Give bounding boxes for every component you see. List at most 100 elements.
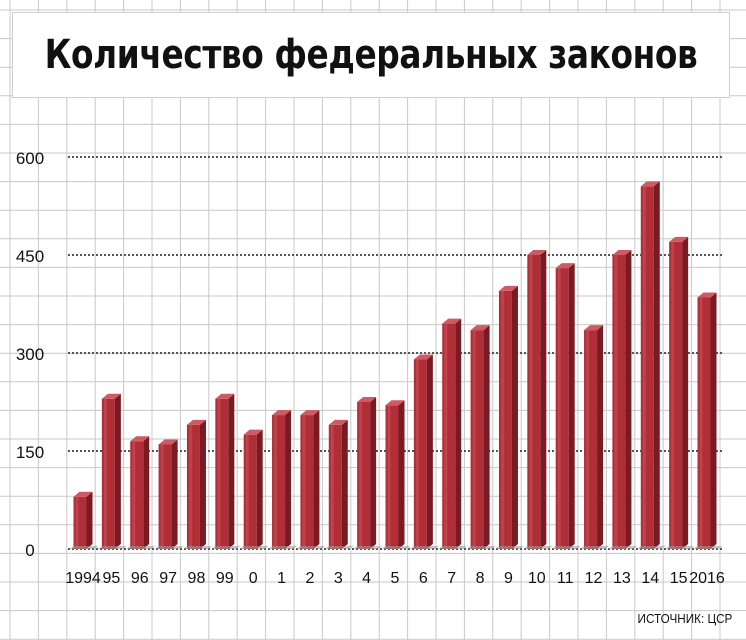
bar-side	[398, 400, 405, 549]
bar-base	[268, 546, 298, 549]
x-tick-label: 12	[585, 570, 603, 587]
y-tick-label: 150	[16, 443, 44, 462]
bar-side	[256, 429, 263, 549]
bar-top	[413, 354, 433, 360]
bar-highlight	[586, 330, 590, 549]
bar-top	[442, 318, 462, 324]
x-tick-label: 95	[102, 570, 120, 587]
bar-side	[568, 263, 575, 549]
bar-side	[483, 325, 490, 549]
bar-highlight	[245, 434, 249, 549]
bar-base	[580, 546, 610, 549]
bar-front	[697, 297, 711, 549]
bar-base	[239, 546, 269, 549]
bar-highlight	[387, 405, 391, 549]
bar-highlight	[671, 241, 675, 549]
bar-base	[353, 546, 383, 549]
bar-front	[300, 415, 314, 549]
x-tick-label: 7	[447, 570, 456, 587]
bar-highlight	[415, 359, 419, 549]
x-tick-label: 2	[305, 570, 314, 587]
bar	[580, 325, 610, 549]
bar-highlight	[557, 268, 561, 549]
x-tick-label: 3	[334, 570, 343, 587]
bar-front	[243, 434, 257, 549]
bar-front	[498, 290, 512, 549]
bar-highlight	[274, 415, 278, 549]
bar-base	[381, 546, 411, 549]
bar-side	[313, 410, 320, 549]
y-tick-label: 0	[25, 541, 34, 560]
bar-base	[126, 546, 156, 549]
x-tick-label: 10	[528, 570, 546, 587]
bar-top	[669, 236, 689, 242]
bars	[69, 181, 723, 549]
bar-base	[211, 546, 241, 549]
bar-base	[97, 546, 127, 549]
bar-top	[584, 325, 604, 331]
bar-base	[69, 546, 99, 549]
chart-title: Количество федеральных законов	[44, 32, 698, 78]
bar-top	[527, 250, 547, 255]
bar-front	[101, 398, 115, 549]
bar	[126, 436, 156, 549]
bar-front	[130, 441, 144, 549]
bar-highlight	[642, 186, 646, 549]
x-tick-label: 99	[216, 570, 234, 587]
bar-base	[296, 546, 326, 549]
bar-top	[158, 439, 178, 445]
x-tick-label: 2016	[689, 570, 725, 587]
bar-front	[442, 323, 456, 549]
bar-side	[540, 250, 547, 549]
bar-top	[186, 419, 206, 425]
bar-top	[328, 419, 348, 425]
bar-front	[612, 255, 626, 549]
bar	[182, 419, 212, 549]
bar-side	[171, 439, 178, 549]
bar-side	[370, 397, 377, 549]
bar-highlight	[500, 290, 504, 549]
bar-top	[101, 393, 121, 399]
bar-highlight	[302, 415, 306, 549]
bar-highlight	[132, 441, 136, 549]
bar-front	[272, 415, 286, 549]
bar-side	[341, 419, 348, 549]
bar-base	[551, 546, 581, 549]
x-tick-label: 9	[504, 570, 513, 587]
bar	[636, 181, 666, 549]
bar-base	[409, 546, 439, 549]
bar-front	[470, 330, 484, 549]
bar	[211, 393, 241, 549]
x-tick-label: 14	[641, 570, 659, 587]
bar-highlight	[217, 398, 221, 549]
source-note: ИСТОЧНИК: ЦСР	[637, 611, 732, 626]
bar-front	[215, 398, 229, 549]
bar	[494, 285, 524, 549]
x-tick-label: 15	[670, 570, 688, 587]
bar	[523, 250, 553, 549]
bar-top	[697, 292, 717, 298]
bar-front	[385, 405, 399, 549]
bar-front	[186, 424, 200, 549]
bar-side	[455, 318, 462, 549]
bar-top	[300, 410, 320, 416]
bar-top	[612, 250, 632, 255]
bar	[154, 439, 184, 549]
bar-top	[130, 436, 150, 442]
bar-front	[640, 186, 654, 549]
bar-front	[73, 496, 87, 549]
bar-top	[73, 491, 93, 497]
bar-highlight	[75, 496, 79, 549]
bar-base	[608, 546, 638, 549]
y-tick-label: 600	[16, 149, 44, 168]
bar	[665, 236, 695, 549]
bar	[551, 263, 581, 549]
bar	[466, 325, 496, 549]
y-tick-label: 450	[16, 247, 44, 266]
bar	[97, 393, 127, 549]
x-tick-label: 4	[362, 570, 371, 587]
bar-base	[466, 546, 496, 549]
bar-highlight	[359, 402, 363, 549]
bar	[409, 354, 439, 549]
bar-front	[357, 402, 371, 549]
